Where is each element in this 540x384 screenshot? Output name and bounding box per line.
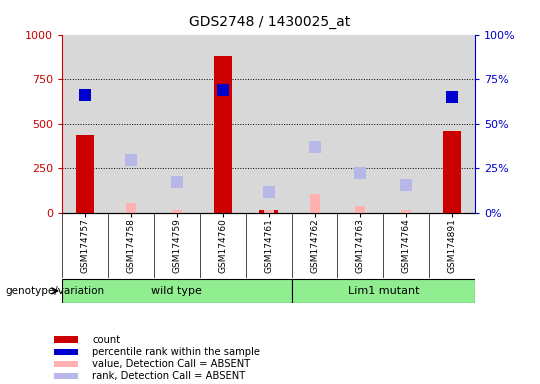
Text: rank, Detection Call = ABSENT: rank, Detection Call = ABSENT bbox=[92, 371, 245, 381]
Text: GSM174759: GSM174759 bbox=[172, 218, 181, 273]
Bar bbox=[443, 131, 461, 213]
Text: value, Detection Call = ABSENT: value, Detection Call = ABSENT bbox=[92, 359, 250, 369]
Bar bbox=[259, 210, 278, 213]
Text: GSM174891: GSM174891 bbox=[448, 218, 457, 273]
Text: GSM174764: GSM174764 bbox=[402, 218, 411, 273]
Text: GSM174758: GSM174758 bbox=[126, 218, 136, 273]
Bar bbox=[309, 194, 320, 213]
Bar bbox=[54, 373, 78, 379]
Text: genotype/variation: genotype/variation bbox=[5, 286, 105, 296]
Bar bbox=[172, 210, 182, 213]
Text: GSM174763: GSM174763 bbox=[356, 218, 365, 273]
Bar bbox=[401, 210, 411, 213]
Text: GSM174760: GSM174760 bbox=[218, 218, 227, 273]
Text: GDS2748 / 1430025_at: GDS2748 / 1430025_at bbox=[190, 15, 350, 29]
FancyBboxPatch shape bbox=[292, 279, 475, 303]
Text: count: count bbox=[92, 334, 120, 344]
FancyBboxPatch shape bbox=[62, 279, 292, 303]
Text: GSM174757: GSM174757 bbox=[80, 218, 90, 273]
Text: Lim1 mutant: Lim1 mutant bbox=[348, 286, 419, 296]
Text: GSM174762: GSM174762 bbox=[310, 218, 319, 273]
Bar bbox=[54, 361, 78, 367]
Bar bbox=[264, 210, 274, 213]
Text: wild type: wild type bbox=[151, 286, 202, 296]
Text: percentile rank within the sample: percentile rank within the sample bbox=[92, 347, 260, 357]
Bar bbox=[54, 336, 78, 343]
Bar bbox=[126, 203, 136, 213]
Bar bbox=[214, 56, 232, 213]
Bar bbox=[355, 206, 366, 213]
Text: GSM174761: GSM174761 bbox=[264, 218, 273, 273]
Bar bbox=[76, 134, 94, 213]
Bar bbox=[54, 349, 78, 355]
